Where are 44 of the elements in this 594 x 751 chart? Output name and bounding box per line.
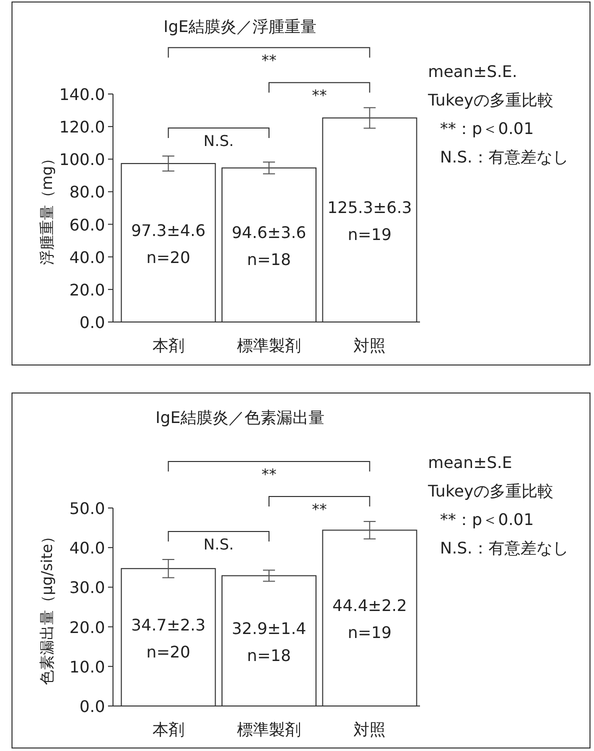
y-tick-label: 60.0 <box>69 215 105 234</box>
y-tick-label: 10.0 <box>69 657 105 676</box>
x-tick-label: 本剤 <box>152 336 184 355</box>
text: Tukeyの多重比較 <box>427 90 554 110</box>
y-tick-label: 50.0 <box>69 499 105 518</box>
x-tick-label: 対照 <box>354 336 386 355</box>
text: ** <box>262 52 277 70</box>
x-tick-label: 対照 <box>354 720 386 739</box>
data-label: 94.6±3.6 n=18 <box>232 222 306 269</box>
annotation: N.S. <box>204 535 234 554</box>
y-tick-label: 40.0 <box>69 248 105 267</box>
x-tick-label: 標準製剤 <box>237 720 301 739</box>
y-tick-label: 20.0 <box>69 280 105 300</box>
y-axis-title: 浮腫重量（mg） <box>38 150 56 266</box>
text: Tukeyの多重比較 <box>427 482 554 500</box>
data-label: 97.3±4.6 n=20 <box>131 220 206 267</box>
annotation: N.S. <box>204 132 234 150</box>
data-label: 34.7±2.3 n=20 <box>131 615 206 662</box>
data-label: 44.4±2.2 n=19 <box>332 596 407 642</box>
chart-title: IgE結膜炎／色素漏出量 <box>156 408 324 427</box>
text: N.S.：有意差なし <box>440 148 568 166</box>
y-tick-label: 140.0 <box>59 85 105 104</box>
y-axis-title: 色素漏出量（μg/site） <box>38 528 56 686</box>
y-tick-label: 40.0 <box>69 538 105 558</box>
text: mean±S.E. <box>428 62 518 81</box>
text: **：p＜0.01 <box>440 119 534 138</box>
text: N.S.：有意差なし <box>440 538 568 558</box>
data-label: 32.9±1.4 n=18 <box>232 618 306 665</box>
y-tick-label: 80.0 <box>69 182 105 202</box>
text: ** <box>262 465 277 484</box>
y-tick-label: 30.0 <box>69 578 105 598</box>
annotation: ** <box>312 500 328 518</box>
y-tick-label: 20.0 <box>69 618 105 637</box>
annotation: ** <box>312 86 328 105</box>
text: mean±S.E <box>428 453 512 472</box>
y-tick-label: 100.0 <box>59 150 105 170</box>
y-tick-label: 0.0 <box>80 697 105 716</box>
text: **：p＜0.01 <box>440 510 534 529</box>
x-tick-label: 本剤 <box>152 720 184 739</box>
data-label: 125.3±6.3 n=19 <box>327 198 412 244</box>
y-tick-label: 0.0 <box>80 313 105 332</box>
y-tick-label: 120.0 <box>59 118 105 137</box>
chart-title: IgE結膜炎／浮腫重量 <box>164 17 316 36</box>
x-tick-label: 標準製剤 <box>237 336 301 355</box>
